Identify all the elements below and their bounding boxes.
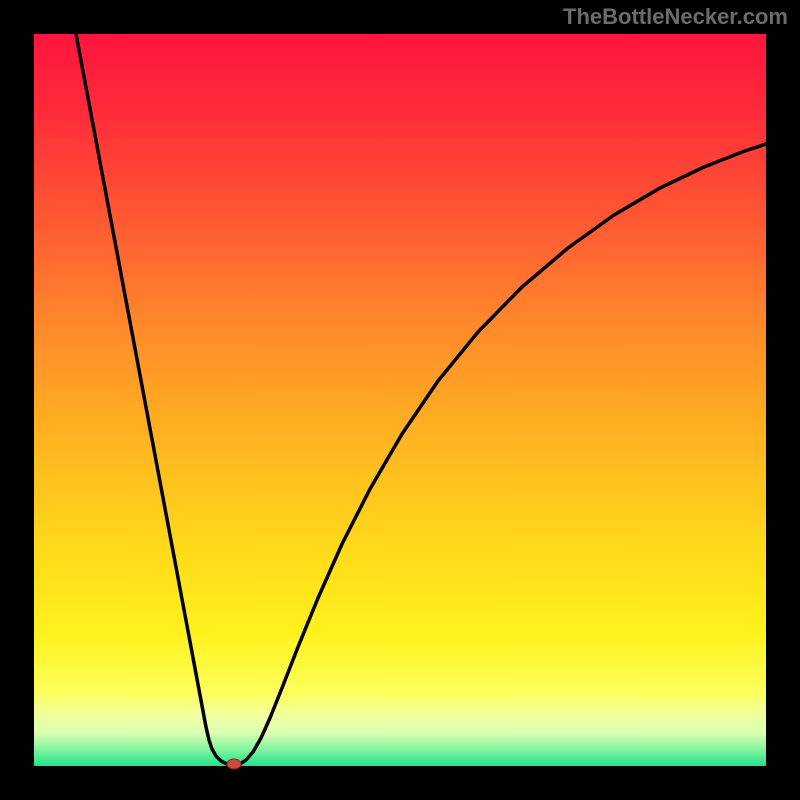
chart-plot-area [34, 34, 766, 766]
bottleneck-curve [76, 34, 766, 765]
chart-svg [34, 34, 766, 766]
optimal-point-marker [227, 759, 241, 769]
watermark-text: TheBottleNecker.com [563, 4, 788, 30]
